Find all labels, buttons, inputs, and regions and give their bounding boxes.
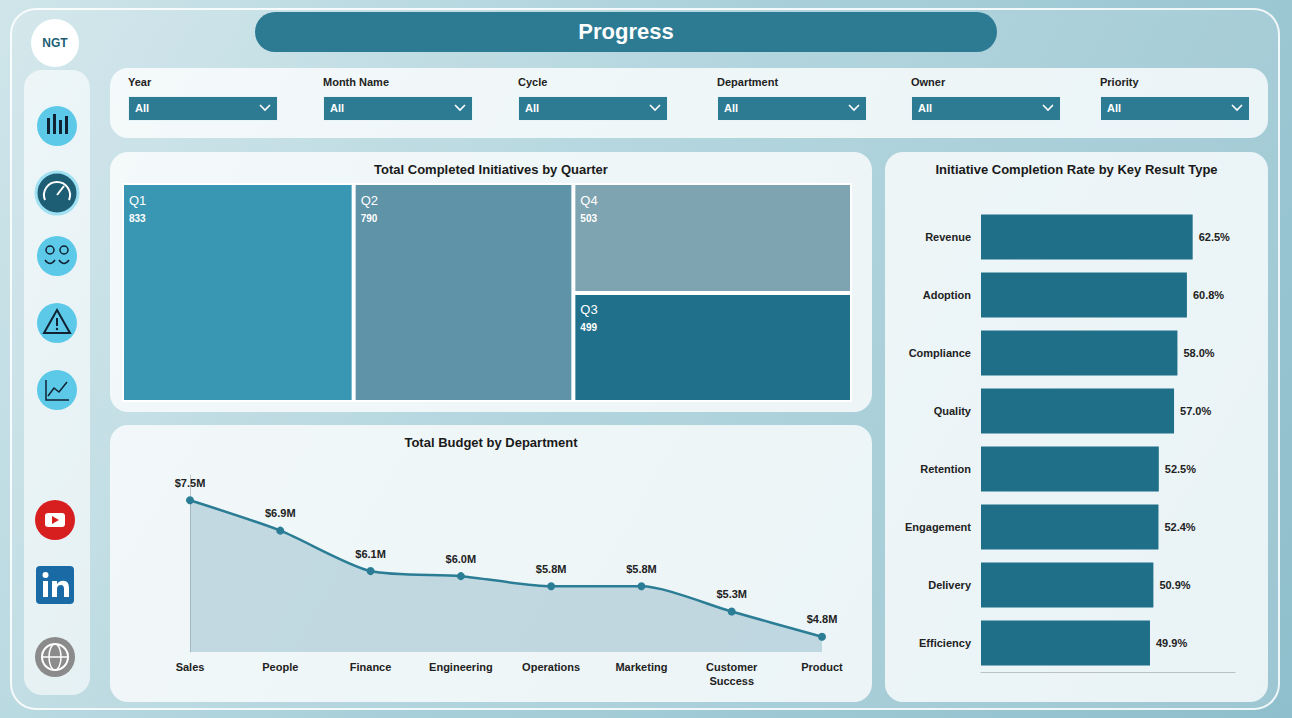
- svg-text:$6.0M: $6.0M: [446, 553, 477, 565]
- svg-text:Retention: Retention: [920, 463, 971, 475]
- html-text:Owner: Owner: [911, 76, 946, 88]
- svg-text:$6.1M: $6.1M: [355, 548, 386, 560]
- svg-text:503: 503: [580, 213, 597, 224]
- html-text:All: All: [330, 102, 345, 114]
- svg-text:Sales: Sales: [176, 661, 205, 673]
- svg-text:60.8%: 60.8%: [1193, 289, 1224, 301]
- html-text:Priority: Priority: [1100, 76, 1139, 88]
- svg-text:499: 499: [580, 322, 597, 333]
- svg-text:$4.8M: $4.8M: [807, 613, 838, 625]
- html-text:All: All: [1107, 102, 1122, 114]
- svg-text:Revenue: Revenue: [925, 231, 971, 243]
- svg-text:Compliance: Compliance: [909, 347, 971, 359]
- svg-text:People: People: [262, 661, 298, 673]
- svg-text:$5.8M: $5.8M: [626, 563, 657, 575]
- svg-text:57.0%: 57.0%: [1180, 405, 1211, 417]
- svg-text:Q3: Q3: [580, 302, 597, 317]
- html-text:Progress: Progress: [578, 19, 674, 44]
- html-text:Month Name: Month Name: [323, 76, 389, 88]
- svg-text:Finance: Finance: [350, 661, 392, 673]
- svg-text:Q1: Q1: [129, 193, 146, 208]
- html-text:Total Budget by Department: Total Budget by Department: [404, 435, 578, 450]
- svg-text:Engineering: Engineering: [429, 661, 493, 673]
- html-text:Year: Year: [128, 76, 152, 88]
- svg-text:Adoption: Adoption: [923, 289, 972, 301]
- html-text:All: All: [918, 102, 933, 114]
- svg-text:Quality: Quality: [934, 405, 972, 417]
- svg-text:$6.9M: $6.9M: [265, 507, 296, 519]
- svg-text:$5.3M: $5.3M: [716, 588, 747, 600]
- svg-text:Customer: Customer: [706, 661, 758, 673]
- svg-text:$7.5M: $7.5M: [175, 477, 206, 489]
- html-text:Total Completed Initiatives by: Total Completed Initiatives by Quarter: [374, 162, 608, 177]
- html-text:Department: Department: [717, 76, 779, 88]
- html-text:All: All: [525, 102, 540, 114]
- html-text:NGT: NGT: [42, 36, 68, 50]
- svg-text:58.0%: 58.0%: [1183, 347, 1214, 359]
- svg-text:52.4%: 52.4%: [1164, 521, 1195, 533]
- svg-text:Engagement: Engagement: [905, 521, 971, 533]
- svg-text:Marketing: Marketing: [615, 661, 667, 673]
- svg-text:Operations: Operations: [522, 661, 580, 673]
- svg-text:Product: Product: [801, 661, 843, 673]
- html-text:All: All: [724, 102, 739, 114]
- svg-text:Delivery: Delivery: [928, 579, 972, 591]
- svg-text:Q4: Q4: [580, 193, 597, 208]
- svg-text:52.5%: 52.5%: [1165, 463, 1196, 475]
- svg-text:$5.8M: $5.8M: [536, 563, 567, 575]
- svg-text:790: 790: [361, 213, 378, 224]
- svg-text:Success: Success: [709, 675, 754, 687]
- svg-text:49.9%: 49.9%: [1156, 637, 1187, 649]
- html-text:Cycle: Cycle: [518, 76, 548, 88]
- svg-text:Q2: Q2: [361, 193, 378, 208]
- svg-text:Efficiency: Efficiency: [919, 637, 972, 649]
- html-text:Initiative Completion Rate by: Initiative Completion Rate by Key Result…: [935, 162, 1218, 177]
- svg-text:833: 833: [129, 213, 146, 224]
- svg-text:50.9%: 50.9%: [1159, 579, 1190, 591]
- svg-text:62.5%: 62.5%: [1199, 231, 1230, 243]
- html-text:All: All: [135, 102, 150, 114]
